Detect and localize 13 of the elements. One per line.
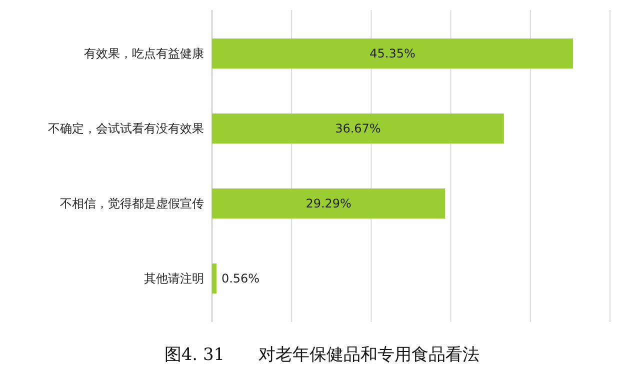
data-label: 0.56%: [221, 272, 260, 286]
text: 图4. 31 对老年保健品和专用食品看法: [164, 345, 480, 365]
data-label: 36.67%: [335, 122, 381, 136]
data-label: 29.29%: [306, 196, 352, 211]
bar: [212, 264, 216, 294]
bar: [212, 188, 446, 218]
bar: [212, 38, 573, 68]
bar: [212, 114, 504, 144]
y-tick-label: 不相信，觉得都是虚假宣传: [60, 196, 204, 211]
data-label: 45.35%: [370, 46, 416, 61]
y-tick-label: 不确定，会试试看有没有效果: [48, 122, 204, 136]
y-tick-label: 其他请注明: [144, 272, 204, 286]
y-tick-label: 有效果，吃点有益健康: [84, 46, 204, 61]
